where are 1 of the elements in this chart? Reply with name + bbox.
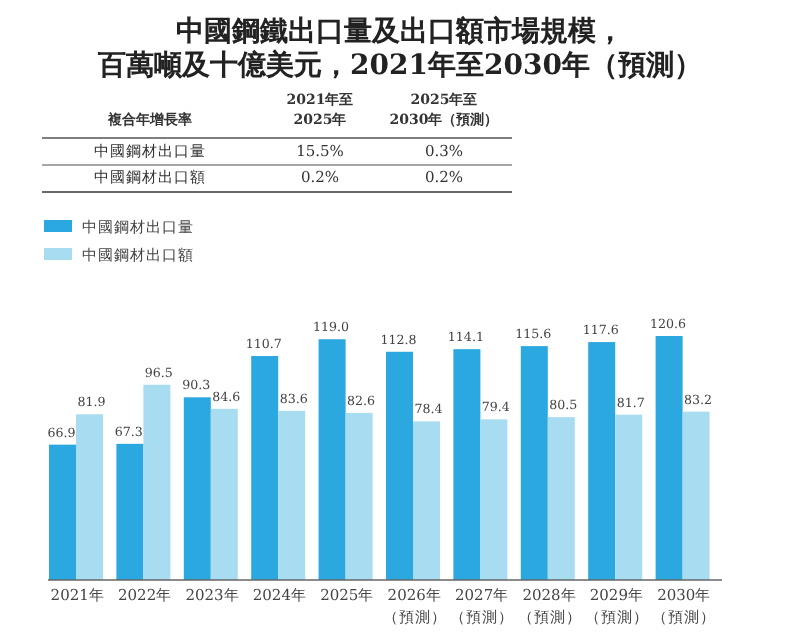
chart-title: 中國鋼鐵出口量及出口額市場規模，百萬噸及十億美元，2021年至2030年（預測） bbox=[96, 14, 702, 82]
